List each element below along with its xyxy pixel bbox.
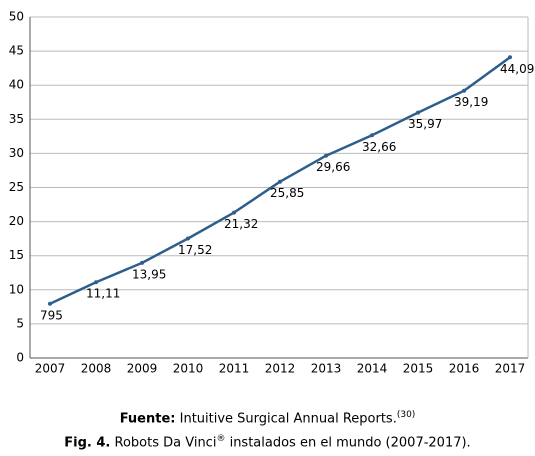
point <box>278 179 282 184</box>
point <box>416 110 420 115</box>
x-tick-label: 2008 <box>81 362 112 376</box>
point <box>462 88 466 93</box>
x-tick-label: 2017 <box>495 362 526 376</box>
data-label: 29,66 <box>316 160 350 174</box>
point <box>186 236 190 241</box>
y-tick-label: 5 <box>16 316 24 330</box>
source-ref: (30) <box>396 410 416 420</box>
data-label: 35,97 <box>408 117 442 131</box>
x-tick-label: 2009 <box>127 362 158 376</box>
point <box>232 210 236 215</box>
point <box>94 280 98 285</box>
x-tick-label: 2016 <box>449 362 480 376</box>
figure-sup: ® <box>216 434 226 444</box>
y-tick-label: 30 <box>9 146 24 160</box>
x-tick-label: 2011 <box>219 362 250 376</box>
chart: 0 5 10 15 20 25 30 35 40 45 50 2007 2008 2009 2010 2011… <box>9 10 535 376</box>
y-tick-label: 50 <box>9 10 24 24</box>
data-label: 32,66 <box>362 140 396 154</box>
source-label: Fuente: <box>119 411 176 427</box>
point <box>140 260 144 265</box>
data-label: 795 <box>40 308 63 322</box>
source-caption: Fuente: Intuitive Surgical Annual Report… <box>0 410 535 426</box>
source-text: Intuitive Surgical Annual Reports. <box>175 411 397 427</box>
y-tick-label: 0 <box>16 351 24 365</box>
figure-text: Robots Da Vinci <box>110 435 217 451</box>
y-tick-label: 10 <box>9 282 24 296</box>
data-label: 17,52 <box>178 243 212 257</box>
y-tick-label: 20 <box>9 214 24 228</box>
data-label: 11,11 <box>86 287 120 301</box>
y-tick-label: 25 <box>9 180 24 194</box>
x-tick-label: 2007 <box>35 362 66 376</box>
point <box>324 153 328 158</box>
data-label: 13,95 <box>132 267 166 281</box>
point <box>370 133 374 138</box>
figure-text: instalados en el mundo (2007-2017). <box>225 435 471 451</box>
figure-caption: Fig. 4. Robots Da Vinci® instalados en e… <box>0 434 535 450</box>
data-label: 25,85 <box>270 186 304 200</box>
point <box>48 301 52 306</box>
x-tick-label: 2012 <box>265 362 296 376</box>
y-tick-label: 45 <box>9 44 24 58</box>
x-tick-label: 2015 <box>403 362 434 376</box>
y-tick-label: 15 <box>9 248 24 262</box>
figure-label: Fig. 4. <box>64 435 111 451</box>
x-tick-label: 2010 <box>173 362 204 376</box>
y-tick-label: 35 <box>9 112 24 126</box>
data-label: 44,09 <box>500 62 534 76</box>
x-tick-label: 2013 <box>311 362 342 376</box>
data-label: 21,32 <box>224 217 258 231</box>
y-tick-label: 40 <box>9 78 24 92</box>
x-tick-label: 2014 <box>357 362 388 376</box>
data-label: 39,19 <box>454 95 488 109</box>
point <box>508 55 512 60</box>
